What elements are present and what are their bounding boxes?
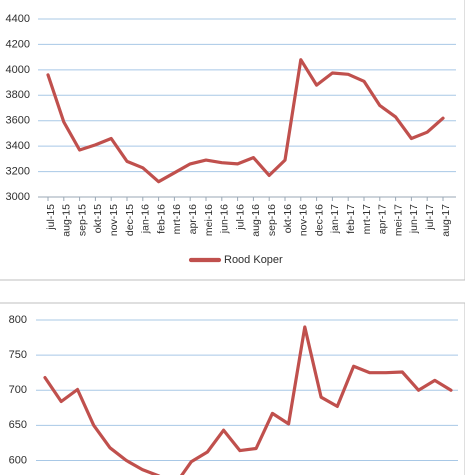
x-tick-label: mei-16 <box>203 204 215 236</box>
x-tick-label: sep-16 <box>266 204 278 236</box>
x-tick-label: mrt-16 <box>171 204 183 234</box>
x-tick-label: aug-16 <box>250 204 262 237</box>
x-tick-label: dec-16 <box>313 204 325 236</box>
x-tick-label: nov-15 <box>108 204 120 236</box>
top-series-line <box>46 58 445 184</box>
top-y-axis-ticks: 3000 3200 3400 3600 3800 4000 4200 4400 <box>6 13 30 203</box>
y-tick-label: 3400 <box>6 140 30 152</box>
x-tick-label: sep-15 <box>76 204 88 236</box>
y-tick-label: 3000 <box>6 191 30 203</box>
x-tick-label: jul-15 <box>45 204 57 231</box>
y-tick-label: 650 <box>9 419 27 431</box>
x-tick-label: mrt-17 <box>361 204 373 234</box>
chart-panel-top: 3000 3200 3400 3600 3800 4000 4200 4400 jul-15 a… <box>0 0 465 281</box>
x-tick-label: aug-15 <box>61 204 73 237</box>
y-tick-label: 800 <box>9 314 27 326</box>
x-tick-label: mei-17 <box>392 204 404 236</box>
x-tick-label: feb-16 <box>155 204 167 234</box>
y-tick-label: 700 <box>9 384 27 396</box>
x-tick-label: dec-15 <box>124 204 136 236</box>
x-tick-label: feb-17 <box>345 204 357 234</box>
x-tick-label: jul-17 <box>424 204 436 231</box>
top-legend-label: Rood Koper <box>224 254 283 266</box>
bottom-y-axis-ticks: 600 650 700 750 800 <box>9 314 27 466</box>
x-tick-label: jun-16 <box>219 204 231 234</box>
x-tick-label: jun-17 <box>408 204 420 234</box>
y-tick-label: 4200 <box>6 38 30 50</box>
bottom-series-line <box>43 325 453 475</box>
y-tick-label: 3200 <box>6 165 30 177</box>
y-tick-label: 3600 <box>6 115 30 127</box>
y-tick-label: 4400 <box>6 13 30 25</box>
x-tick-label: jan-17 <box>329 204 341 234</box>
x-tick-label: jul-16 <box>234 204 246 231</box>
bottom-gridlines <box>36 319 458 461</box>
x-tick-label: aug-17 <box>440 204 452 237</box>
x-tick-label: jan-16 <box>140 204 152 234</box>
y-tick-label: 750 <box>9 349 27 361</box>
x-tick-label: okt-16 <box>282 204 294 233</box>
y-tick-label: 3800 <box>6 89 30 101</box>
x-tick-label: apr-16 <box>187 204 199 235</box>
y-tick-label: 600 <box>9 454 27 466</box>
x-tick-label: nov-16 <box>298 204 310 236</box>
y-tick-label: 4000 <box>6 64 30 76</box>
x-tick-label: apr-17 <box>377 204 389 235</box>
chart-panel-bottom-border <box>0 302 465 475</box>
x-tick-label: okt-15 <box>92 204 104 233</box>
chart-panel-bottom: 600 650 700 750 800 <box>0 302 465 475</box>
top-gridlines <box>38 18 456 198</box>
top-x-axis-ticks: jul-15 aug-15 sep-15 okt-15 nov-15 dec-15 jan-… <box>45 197 452 237</box>
chart-panel-top-border <box>0 0 465 281</box>
top-legend: Rood Koper <box>188 254 283 266</box>
